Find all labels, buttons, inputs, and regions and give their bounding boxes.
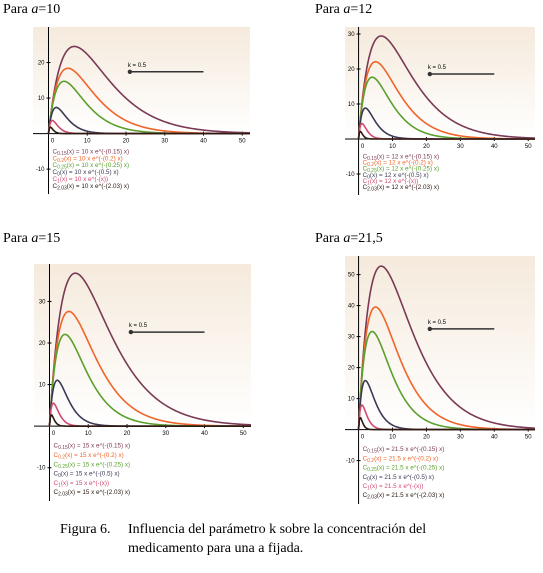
series-line-k-0-15 — [357, 265, 535, 430]
chart-panel-a10: 0 10 20 30 40 50 -10 10 20 k = 0.5 C0.15(x) = 10 x… — [33, 27, 250, 194]
legend-entry-2: C0.25(x) = 15 x e^(-(0.25) x) — [54, 461, 131, 470]
x-tick-label: 50 — [239, 139, 246, 145]
k-slider-label: k = 0.5 — [428, 320, 447, 326]
panel-title-2: Para a=12 — [315, 2, 373, 17]
legend-entry-2: C0.25(x) = 21.5 x e^(-(0.25) x) — [363, 465, 445, 474]
chart-panel-a12: 0 10 20 30 40 50 -10 10 20 30 k = 0.5 C0.15(x) = 12… — [345, 27, 535, 195]
legend-entry-3: C0(x) = 10 x e^(-(0.5) x) — [53, 169, 119, 178]
y-tick-label: -10 — [346, 172, 355, 178]
series-line-k-0-15 — [48, 272, 251, 427]
panel-title-1: Para a=10 — [3, 2, 61, 17]
legend-entry-3: C0(x) = 15 x e^(-(0.5) x) — [54, 471, 120, 480]
x-tick-label: 20 — [423, 144, 430, 150]
legend-entry-4: C1(x) = 12 x e^(-(x)) — [363, 178, 419, 187]
x-tick-label: 30 — [457, 144, 464, 150]
legend-entry-0: C0.15(x) = 15 x e^(-(0.15) x) — [54, 443, 131, 452]
legend-entry-1: C0.2(x) = 12 x e^(-(0.2) x) — [363, 159, 433, 168]
x-tick-label: 30 — [161, 139, 168, 145]
x-tick-label: 20 — [123, 139, 130, 145]
x-tick-label: 0 — [361, 144, 365, 150]
x-tick-label: 0 — [361, 435, 365, 441]
x-tick-label: 40 — [491, 144, 498, 150]
legend-entry-3: C0(x) = 12 x e^(-(0.5) x) — [363, 172, 429, 181]
x-tick-label: 40 — [201, 431, 208, 437]
legend-entry-2: C0.25(x) = 10 x e^(-(0.25) x) — [53, 162, 130, 171]
legend-entry-3: C0(x) = 21.5 x e^(-(0.5) x) — [363, 474, 434, 483]
figure-caption: Figura 6. Influencia del parámetro k sobr… — [60, 520, 500, 558]
chart-panel-a21-5: 0 10 20 30 40 50 -10 10 20 30 40 50 k = 0.5 C0.15(x) … — [345, 256, 535, 504]
y-tick-label: 30 — [348, 335, 355, 341]
y-tick-label: 30 — [348, 32, 355, 38]
y-tick-label: -10 — [37, 466, 46, 472]
y-tick-label: 20 — [348, 67, 355, 73]
k-slider-handle[interactable] — [427, 71, 433, 77]
legend-entry-4: C1(x) = 21.5 x e^(-(x)) — [363, 483, 424, 492]
plot-background — [345, 27, 535, 139]
x-tick-label: 50 — [240, 431, 247, 437]
y-tick-label: -10 — [346, 459, 355, 465]
panel-title-3: Para a=15 — [3, 231, 61, 246]
legend-entry-4: C1(x) = 10 x e^(-(x)) — [53, 176, 109, 185]
k-slider-handle[interactable] — [127, 69, 133, 74]
series-line-k-2-03 — [47, 126, 250, 135]
x-tick-label: 30 — [457, 435, 464, 441]
k-slider-handle[interactable] — [427, 326, 433, 332]
y-tick-label: 50 — [348, 273, 355, 279]
legend-entry-1: C0.2(x) = 10 x e^(-(0.2) x) — [53, 155, 123, 164]
legend-entry-0: C0.15(x) = 21.5 x e^(-(0.15) x) — [363, 446, 445, 455]
y-tick-label: 30 — [39, 299, 46, 305]
y-tick-label: 20 — [38, 61, 45, 67]
chart-panel-a15: 0 10 20 30 40 50 -10 10 20 30 k = 0.5 C0.15(x) = 15… — [34, 264, 251, 501]
x-tick-label: 10 — [389, 435, 396, 441]
legend-entry-5: C2.03(x) = 10 x e^(-(2.03) x) — [53, 183, 130, 192]
legend-entry-0: C0.15(x) = 12 x e^(-(0.15) x) — [363, 153, 440, 162]
y-tick-label: 40 — [348, 304, 355, 310]
caption-line-2: medicamento para una a fijada. — [128, 541, 304, 556]
k-slider-label: k = 0.5 — [129, 323, 148, 329]
legend-entry-1: C0.2(x) = 15 x e^(-(0.2) x) — [54, 452, 124, 461]
k-slider-handle[interactable] — [128, 329, 134, 335]
y-tick-label: 10 — [348, 102, 355, 108]
y-tick-label: 20 — [348, 366, 355, 372]
plot-background — [33, 27, 250, 134]
x-tick-label: 40 — [200, 139, 207, 145]
legend-entry-4: C1(x) = 15 x e^(-(x)) — [54, 480, 110, 489]
y-tick-label: 20 — [39, 341, 46, 347]
x-tick-label: 40 — [491, 435, 498, 441]
series-line-k-2-03 — [357, 130, 535, 140]
legend-entry-5: C2.03(x) = 21.5 x e^(-(2.03) x) — [363, 492, 445, 501]
y-tick-label: 10 — [348, 397, 355, 403]
series-line-k-2-03 — [48, 414, 251, 427]
k-slider-label: k = 0.5 — [428, 65, 447, 71]
series-line-k-0-15 — [47, 45, 250, 134]
panel-title-4: Para a=21,5 — [315, 231, 383, 246]
plot-background — [34, 264, 251, 427]
legend-entry-0: C0.15(x) = 10 x e^(-(0.15) x) — [53, 148, 130, 157]
caption-label: Figura 6. — [60, 522, 111, 537]
legend-entry-5: C2.03(x) = 15 x e^(-(2.03) x) — [54, 489, 131, 498]
x-tick-label: 10 — [389, 144, 396, 150]
plot-background — [345, 256, 535, 430]
x-tick-label: 50 — [525, 144, 532, 150]
x-tick-label: 50 — [525, 435, 532, 441]
x-tick-label: 10 — [85, 431, 92, 437]
series-line-k-0-15 — [357, 35, 535, 140]
y-tick-label: -10 — [36, 167, 45, 173]
legend-entry-2: C0.25(x) = 12 x e^(-(0.25) x) — [363, 166, 440, 175]
x-tick-label: 0 — [51, 139, 55, 145]
k-slider-label: k = 0.5 — [128, 63, 147, 69]
series-line-k-2-03 — [357, 416, 535, 431]
x-tick-label: 30 — [162, 431, 169, 437]
x-tick-label: 20 — [124, 431, 131, 437]
y-tick-label: 10 — [39, 383, 46, 389]
x-tick-label: 0 — [52, 431, 56, 437]
caption-line-1: Influencia del parámetro k sobre la conc… — [128, 522, 427, 537]
legend-entry-1: C0.2(x) = 21.5 x e^(-(0.2) x) — [363, 455, 439, 464]
legend-entry-5: C2.03(x) = 12 x e^(-(2.03) x) — [363, 184, 440, 193]
x-tick-label: 10 — [84, 139, 91, 145]
y-tick-label: 10 — [38, 96, 45, 102]
x-tick-label: 20 — [423, 435, 430, 441]
